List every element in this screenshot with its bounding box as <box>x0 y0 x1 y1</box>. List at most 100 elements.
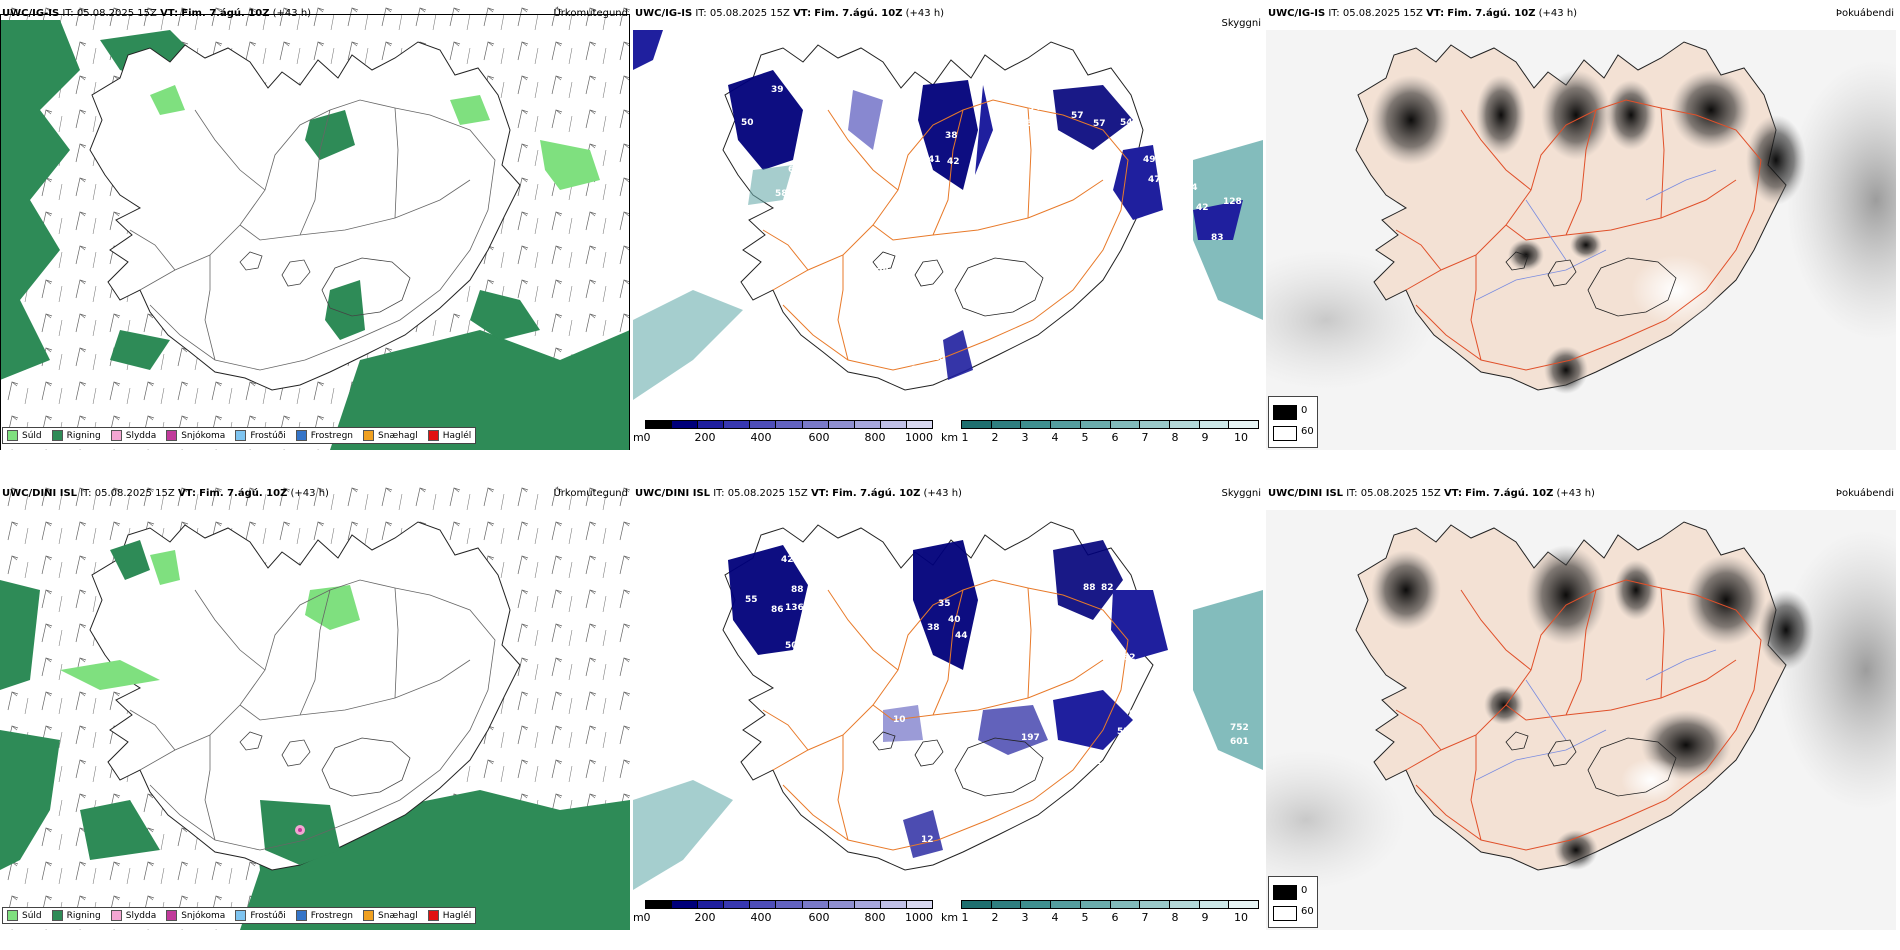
legend-item-snjokoma: Snjókoma <box>166 430 225 441</box>
cloud-value: 57 <box>1071 111 1084 121</box>
cloud-value: 56 <box>1026 119 1039 129</box>
cloud-value: 43 <box>793 179 806 189</box>
legend-label: Frostregn <box>310 910 354 921</box>
cloud-value: 82 <box>1101 583 1114 593</box>
colorbar-segment <box>1140 901 1170 908</box>
panel-title: UWC/IG-IS IT: 05.08.2025 15Z VT: Fim. 7.… <box>635 8 945 19</box>
fog-legend-label: 0 <box>1301 405 1308 416</box>
cloud-value: 61 <box>1078 623 1091 633</box>
visibility-tick: 1 <box>961 431 969 444</box>
cloud-value: 40 <box>935 391 948 401</box>
cloud-value: 54 <box>1120 118 1133 128</box>
legend-item-rigning: Rigning <box>51 910 101 921</box>
elevation-tick: 200 <box>694 911 716 924</box>
cloud-value: 15 <box>933 353 946 363</box>
fog-map-bottom <box>1266 510 1896 930</box>
visibility-colorbar: km 1 2 3 4 5 6 7 8 9 10 <box>941 900 1261 928</box>
cloud-value: 51 <box>801 637 814 647</box>
legend-swatch <box>7 430 18 441</box>
legend-swatch <box>427 430 439 441</box>
colorbar-segment <box>698 421 725 428</box>
colorbar-segment <box>962 901 992 908</box>
visibility-tick: 5 <box>1081 911 1089 924</box>
cloud-value: 57 <box>1093 119 1106 129</box>
panel-label-cloud: Skyggni <box>1221 488 1261 499</box>
elevation-colorbar: m 0 200 400 600 800 1000 <box>633 900 935 928</box>
cloud-value: 77 <box>799 621 812 631</box>
colorbar-segment <box>828 421 855 428</box>
colorbar-segment <box>646 421 673 428</box>
colorbar-segment <box>1051 901 1081 908</box>
colorbar-segment <box>1021 421 1052 428</box>
legend-swatch <box>7 910 18 921</box>
legend-swatch <box>427 910 439 921</box>
legend-item-frostudi: Frostúði <box>235 910 286 921</box>
cloud-value: 35 <box>938 599 951 609</box>
cloud-value: 42 <box>947 157 960 167</box>
legend-label: Snæhagl <box>378 910 418 921</box>
colorbar-segment <box>906 901 933 908</box>
legend-label: Frostregn <box>310 430 354 441</box>
cloud-value: 6 <box>1129 709 1135 719</box>
cloud-value: 197 <box>1021 733 1040 743</box>
visibility-tick: 2 <box>991 911 999 924</box>
elevation-tick: 0 <box>643 431 651 444</box>
panel-label-cloud: Skyggni <box>1221 18 1261 29</box>
elevation-tick: 0 <box>643 911 651 924</box>
elevation-unit: m <box>633 431 644 444</box>
cloud-value: 53 <box>1117 727 1130 737</box>
panel-title: UWC/IG-IS IT: 05.08.2025 15Z VT: Fim. 7.… <box>2 8 312 19</box>
cloud-value: 88 <box>1083 583 1096 593</box>
colorbar-segment <box>906 421 933 428</box>
cloud-value: 44 <box>955 631 968 641</box>
cloud-value: 38 <box>927 623 940 633</box>
elevation-bar <box>645 420 933 429</box>
visibility-tick: 4 <box>1051 431 1059 444</box>
precip-map-bottom <box>0 480 630 930</box>
visibility-tick: 10 <box>1234 911 1248 924</box>
visibility-tick: 10 <box>1234 431 1248 444</box>
legend-swatch <box>235 910 247 921</box>
panel-label-fog: Þokuábendi <box>1835 488 1894 499</box>
colorbar-segment <box>1110 901 1141 908</box>
cloud-value: 50 <box>741 118 754 128</box>
visibility-tick: 2 <box>991 431 999 444</box>
cloud-value: 12 <box>921 835 934 845</box>
legend-item-snaehagl: Snæhagl <box>363 910 418 921</box>
legend-label: Slydda <box>125 910 157 921</box>
colorbar-segment <box>1199 901 1230 908</box>
legend-swatch <box>363 430 375 441</box>
visibility-tick: 5 <box>1081 431 1089 444</box>
panel-title: UWC/DINI ISL IT: 05.08.2025 15Z VT: Fim.… <box>2 488 329 499</box>
legend-label: Rigning <box>66 910 101 921</box>
legend-item-frostregn: Frostregn <box>295 910 354 921</box>
colorbar-segment <box>991 901 1022 908</box>
legend-item-haglel: Haglél <box>427 430 471 441</box>
cloud-value: 56 <box>953 713 966 723</box>
colorbar-segment <box>1080 421 1111 428</box>
colorbar-segment <box>1140 421 1170 428</box>
panel-title: UWC/IG-IS IT: 05.08.2025 15Z VT: Fim. 7.… <box>1268 8 1578 19</box>
colorbar-segment <box>672 421 699 428</box>
panel-title: UWC/DINI ISL IT: 05.08.2025 15Z VT: Fim.… <box>1268 488 1595 499</box>
cloud-value: 49 <box>1143 155 1156 165</box>
cloud-value: 128 <box>1223 197 1242 207</box>
elevation-tick: 600 <box>808 911 830 924</box>
cloud-value: 60 <box>978 595 991 605</box>
cloud-value: 88 <box>791 585 804 595</box>
cloud-panel-bottom: 42 55 88 76 136 86 77 50 51 35 40 38 44 … <box>633 480 1263 930</box>
legend-item-frostudi: Frostúði <box>235 430 286 441</box>
legend-label: Haglél <box>442 910 472 921</box>
colorbar-segment <box>1051 421 1081 428</box>
colorbar-segment <box>776 901 803 908</box>
cloud-values-top: 39 50 70 65 43 58 41 38 42 54 56 57 57 5… <box>741 85 1242 401</box>
fog-swatch <box>1273 906 1297 921</box>
legend-swatch <box>51 430 63 441</box>
elevation-tick: 200 <box>694 431 716 444</box>
colorbar-segment <box>776 421 803 428</box>
visibility-tick: 9 <box>1201 431 1209 444</box>
panel-title: UWC/DINI ISL IT: 05.08.2025 15Z VT: Fim.… <box>635 488 962 499</box>
colorbar-segment <box>880 901 907 908</box>
elevation-tick: 1000 <box>905 911 933 924</box>
cloud-value: 50 <box>785 641 798 651</box>
